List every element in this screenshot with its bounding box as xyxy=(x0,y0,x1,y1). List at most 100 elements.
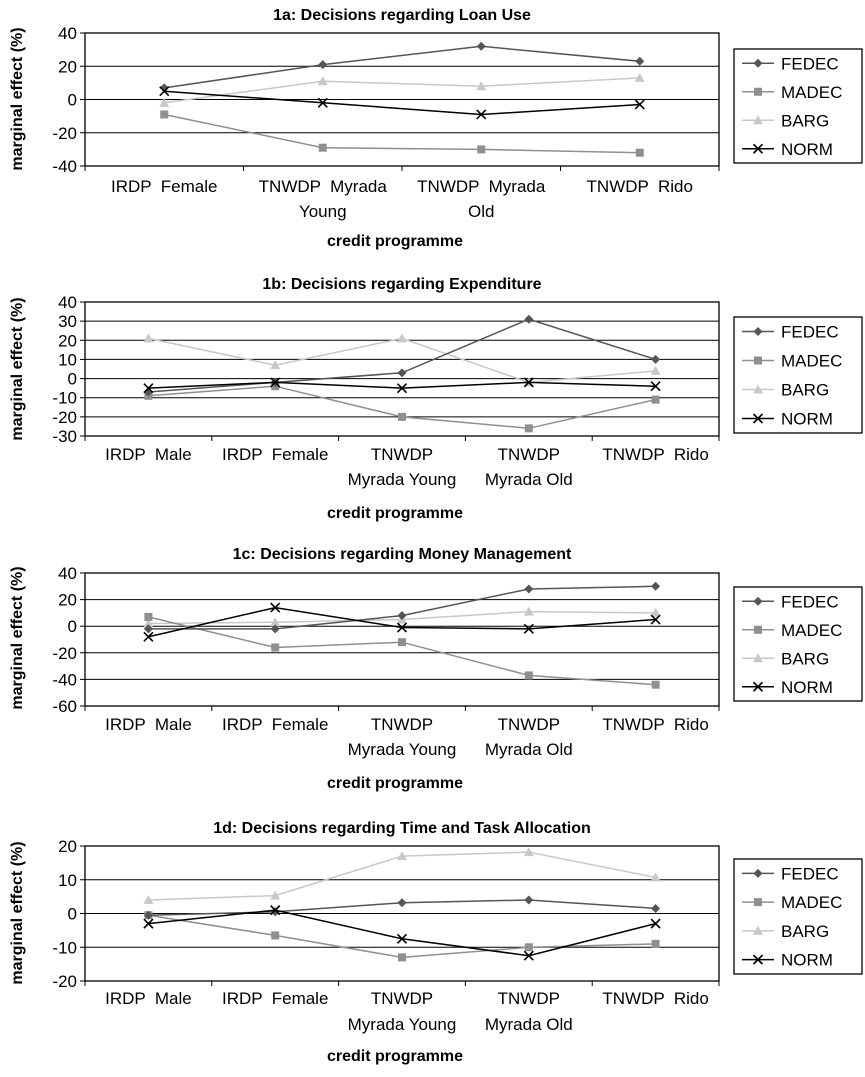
y-tick-label: 40 xyxy=(58,293,77,312)
x-tick-label: Myrada Old xyxy=(485,740,573,759)
legend-label: BARG xyxy=(781,649,829,668)
data-point-barg xyxy=(270,360,281,370)
series-barg xyxy=(143,333,661,387)
legend: FEDEC MADEC BARG NORM xyxy=(733,586,863,702)
x-tick-label: TNWDP Rido xyxy=(602,715,708,734)
legend-item-madec: MADEC xyxy=(742,352,842,371)
y-tick-label: -10 xyxy=(52,938,77,957)
y-tick-label: 40 xyxy=(58,564,77,583)
series-fedec xyxy=(143,895,661,920)
legend-label: MADEC xyxy=(781,621,842,640)
data-point-norm xyxy=(270,602,281,613)
x-axis-label: credit programme xyxy=(327,505,463,522)
series-madec xyxy=(160,110,644,157)
data-point-norm xyxy=(270,905,281,916)
data-point-norm xyxy=(634,99,645,110)
legend-box xyxy=(733,586,863,702)
data-point-norm xyxy=(523,623,534,634)
data-point-norm xyxy=(523,377,534,388)
data-point-norm xyxy=(143,383,154,394)
legend-item-barg: BARG xyxy=(742,381,829,400)
legend-item-norm: NORM xyxy=(742,678,833,697)
data-point-barg xyxy=(143,333,154,343)
chart-panel-3: 1c: Decisions regarding Money Management… xyxy=(9,546,863,792)
legend-item-barg: BARG xyxy=(742,649,829,668)
x-tick-label: TNWDP Rido xyxy=(587,177,693,196)
legend-label: BARG xyxy=(781,381,829,400)
y-tick-label: 20 xyxy=(58,57,77,76)
data-point-norm xyxy=(396,622,408,633)
data-point-barg xyxy=(397,851,407,861)
x-tick-label: Myrada Young xyxy=(348,1015,457,1034)
y-tick-label: -30 xyxy=(52,427,77,446)
legend-item-madec: MADEC xyxy=(742,83,842,102)
data-point-norm xyxy=(650,918,661,929)
data-point-barg xyxy=(476,81,487,91)
legend-item-barg: BARG xyxy=(742,922,829,941)
y-tick-label: -10 xyxy=(52,389,77,408)
data-point-fedec xyxy=(524,895,534,905)
data-point-fedec xyxy=(143,624,153,634)
data-point-barg xyxy=(317,76,328,86)
legend-marker-fedec xyxy=(753,327,763,336)
x-tick-label: IRDP Male xyxy=(105,989,192,1008)
x-tick-label: IRDP Male xyxy=(105,715,192,734)
data-point-barg xyxy=(634,72,645,82)
data-point-norm xyxy=(396,933,408,944)
data-point-norm xyxy=(143,918,154,929)
x-tick-label: Myrada Old xyxy=(485,1015,573,1034)
series-line-fedec xyxy=(148,318,656,393)
data-point-madec xyxy=(160,110,169,119)
x-tick-label: TNWDP Myrada xyxy=(259,177,388,196)
legend-item-fedec: FEDEC xyxy=(742,864,839,883)
series-fedec xyxy=(143,581,661,634)
y-tick-label: -40 xyxy=(52,670,77,689)
legend-label: BARG xyxy=(781,922,829,941)
y-tick-label: 0 xyxy=(68,91,77,110)
legend: FEDEC MADEC BARG NORM xyxy=(733,858,863,975)
data-point-fedec xyxy=(397,898,407,908)
data-point-barg xyxy=(143,895,154,904)
legend-marker-norm xyxy=(752,954,764,965)
data-point-madec xyxy=(651,680,660,689)
y-axis-label: marginal effect (%) xyxy=(9,566,26,709)
data-point-barg xyxy=(143,618,154,628)
data-point-fedec xyxy=(476,41,486,51)
y-tick-label: 10 xyxy=(58,350,77,369)
x-tick-label: IRDP Female xyxy=(222,989,328,1008)
legend-label: NORM xyxy=(781,140,833,159)
legend-item-norm: NORM xyxy=(742,410,833,429)
y-tick-label: -20 xyxy=(52,124,77,143)
data-point-norm xyxy=(159,86,170,97)
y-axis-label: marginal effect (%) xyxy=(9,841,26,984)
data-point-norm xyxy=(317,97,328,108)
series-norm xyxy=(159,86,645,120)
legend-label: NORM xyxy=(781,410,833,429)
legend-marker-madec xyxy=(754,898,762,907)
x-axis-label: credit programme xyxy=(327,775,463,792)
chart-title: 1b: Decisions regarding Expenditure xyxy=(262,276,541,293)
y-tick-label: 10 xyxy=(58,871,77,890)
chart-panel-2: 1b: Decisions regarding Expenditure -30-2… xyxy=(9,276,863,522)
data-point-madec xyxy=(271,931,280,940)
data-point-fedec xyxy=(651,581,661,591)
chart-title: 1d: Decisions regarding Time and Task Al… xyxy=(213,820,591,837)
legend-label: MADEC xyxy=(781,893,842,912)
series-fedec xyxy=(143,314,661,397)
legend-box xyxy=(733,48,863,164)
legend-marker-madec xyxy=(754,87,762,96)
x-tick-label: Old xyxy=(468,202,494,221)
x-tick-label: TNWDP xyxy=(371,989,433,1008)
data-point-madec xyxy=(477,145,486,154)
legend-marker-madec xyxy=(754,356,762,365)
series-line-madec xyxy=(148,385,656,430)
series-norm xyxy=(143,377,661,394)
data-point-fedec xyxy=(635,56,645,66)
data-point-fedec xyxy=(397,368,407,378)
chart-panel-1: 1a: Decisions regarding Loan Use -40 -20 0 2… xyxy=(9,7,863,250)
data-point-madec xyxy=(398,412,406,421)
x-tick-label: IRDP Male xyxy=(105,445,192,464)
x-tick-label: TNWDP xyxy=(371,715,433,734)
series-line-madec xyxy=(148,914,656,959)
legend-item-norm: NORM xyxy=(742,951,833,970)
